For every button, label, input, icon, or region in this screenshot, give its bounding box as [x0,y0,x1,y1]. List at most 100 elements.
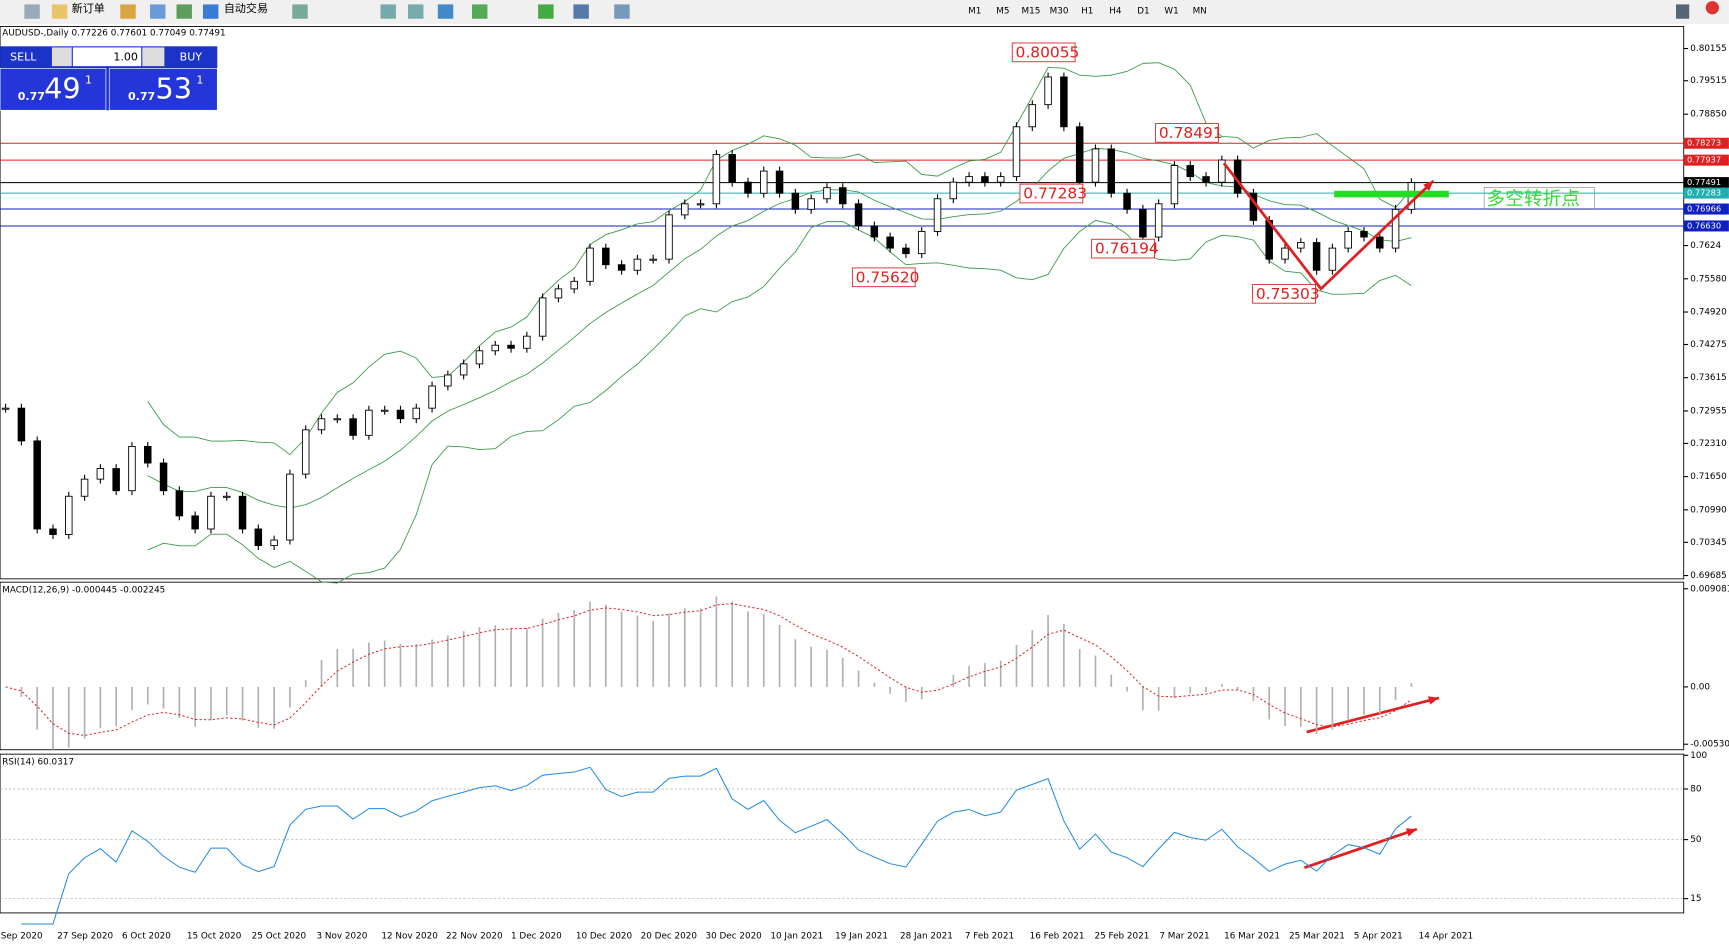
arrow-head [1405,828,1417,837]
date-label: 16 Mar 2021 [1224,932,1280,942]
timeframe-button[interactable]: M5 [996,7,1009,17]
timeframe-button[interactable]: D1 [1137,7,1149,17]
candle [1360,231,1368,238]
candle [80,478,89,497]
icon[interactable] [150,4,166,19]
bollinger-band [147,62,1412,456]
icon[interactable] [437,4,454,19]
icon[interactable] [202,4,219,19]
timeframe-button[interactable]: M15 [1022,7,1041,17]
candle [933,198,942,232]
icon[interactable] [614,4,630,19]
date-label: 6 Oct 2020 [122,932,171,942]
price-tick-label: 0.72310 [1690,439,1727,449]
candle [633,258,642,271]
candle [175,490,184,517]
candle [1012,126,1021,178]
rsi-pane [0,753,1685,914]
candle [507,344,515,349]
price-tick-label: 0.72955 [1690,406,1726,416]
icon[interactable] [380,4,396,19]
buy-button[interactable]: BUY [180,50,203,63]
note: 多空转折点 [1486,189,1580,210]
date-label: 15 Oct 2020 [187,932,242,942]
lot-up[interactable] [142,47,165,67]
candle [349,418,357,436]
candle [870,225,879,238]
timeframe-button[interactable]: W1 [1164,7,1178,17]
rsi-line [21,766,1412,925]
candle [1281,247,1289,260]
macd-tick-label: 0.00 [1690,682,1710,692]
candle [1107,148,1116,194]
candle [1044,76,1052,106]
candle [159,462,168,492]
trend-arrow [1306,696,1440,734]
date-label: 5 Apr 2021 [1354,932,1403,942]
lot-input[interactable] [72,47,142,67]
sell-box[interactable] [0,68,107,111]
level-tag-label: 0.77491 [1687,177,1721,187]
alert-icon[interactable] [1705,1,1719,15]
arrow-head [1423,180,1434,191]
candle [949,181,958,200]
candle [570,280,578,290]
icon[interactable] [24,4,40,19]
level-tag [1683,187,1729,199]
icon[interactable] [51,4,68,19]
icon[interactable] [573,4,589,19]
macd-pane [0,581,1685,751]
candle [1123,192,1131,210]
candle [1376,236,1384,249]
arrow-head [1428,696,1439,705]
buy-box[interactable] [108,68,218,111]
candle [128,445,136,492]
candle [649,258,657,261]
candle [1218,159,1226,183]
lot-down[interactable] [51,47,72,67]
chart-bg [0,24,1729,946]
sell-button[interactable]: SELL [10,50,37,63]
candle [459,363,468,376]
annotation-box [1019,183,1084,204]
level-tag [1683,203,1729,215]
date-label: 25 Oct 2020 [252,932,307,942]
candle [317,418,326,431]
trend-arrow [1222,162,1435,291]
candle [1154,203,1163,238]
candle [1028,104,1037,128]
annotation: 0.75620 [856,268,920,286]
timeframe-button[interactable]: H4 [1109,7,1122,17]
candle [17,407,26,442]
candle [917,231,926,255]
candle [712,154,721,205]
icon[interactable] [471,4,488,19]
icon[interactable] [292,4,308,19]
level-tag [1683,154,1729,166]
candle [112,468,120,492]
candle [1091,148,1100,183]
price-tick-label: 0.7624 [1690,241,1721,251]
bid-big: 49 [44,71,80,105]
date-label: 28 Jan 2021 [900,932,953,942]
auto-trading[interactable]: 自动交易 [224,1,268,15]
timeframe-button[interactable]: M1 [968,7,981,17]
icon[interactable] [408,4,424,19]
candle [191,515,199,530]
chart-header: AUDUSD-,Daily 0.77226 0.77601 0.77049 0.… [2,29,225,39]
icon[interactable] [176,4,192,19]
date-label: 19 Jan 2021 [835,932,888,942]
search-icon[interactable] [1675,4,1690,19]
level-tag-label: 0.77283 [1687,188,1721,198]
candle [333,418,342,421]
new-order[interactable]: 新订单 [72,1,105,15]
timeframe-button[interactable]: H1 [1081,7,1093,17]
candle [728,154,736,183]
date-label: 14 Apr 2021 [1419,932,1474,942]
icon[interactable] [120,4,136,19]
price-tick-label: 0.74920 [1690,308,1727,318]
timeframe-button[interactable]: MN [1193,7,1207,17]
icon[interactable] [538,4,554,19]
timeframe-button[interactable]: M30 [1050,7,1069,17]
annotation-box [851,267,916,288]
